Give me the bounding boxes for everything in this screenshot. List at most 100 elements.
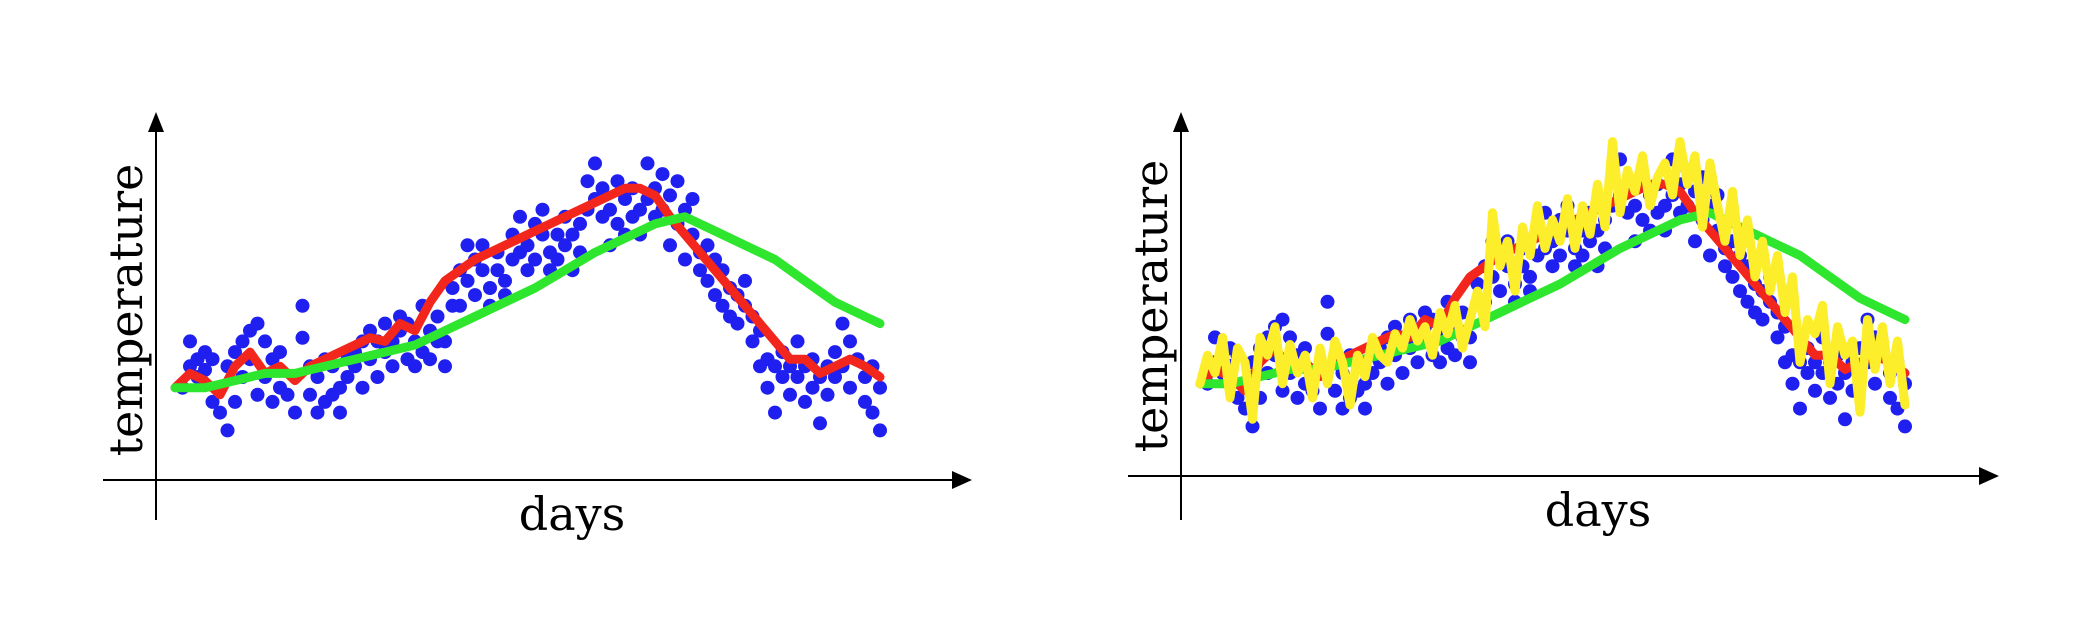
data-point	[228, 394, 242, 409]
data-point	[1733, 284, 1747, 299]
data-point	[700, 238, 715, 253]
data-point	[805, 380, 820, 395]
data-point	[303, 387, 317, 402]
data-point	[693, 263, 707, 278]
data-point	[550, 252, 565, 267]
data-point	[655, 167, 670, 182]
series-lines	[170, 183, 885, 400]
data-point	[1725, 269, 1740, 284]
data-point	[1883, 390, 1897, 405]
data-point	[685, 192, 700, 206]
data-point	[475, 263, 490, 278]
data-point	[1770, 330, 1785, 345]
x-axis-arrow	[952, 471, 972, 489]
chart-left: days temperature	[99, 112, 972, 541]
data-point	[1275, 383, 1290, 398]
data-point	[310, 405, 325, 420]
data-point	[370, 370, 385, 384]
data-point	[333, 380, 347, 395]
data-point	[640, 156, 655, 171]
data-point	[250, 387, 265, 402]
data-point	[828, 370, 842, 384]
data-point	[1545, 259, 1560, 274]
data-point	[708, 288, 722, 303]
data-point	[835, 316, 850, 331]
data-point	[775, 370, 790, 384]
data-point	[1635, 212, 1650, 227]
data-point	[798, 394, 812, 409]
data-point	[340, 370, 355, 384]
data-point	[513, 209, 527, 224]
data-point	[715, 298, 730, 313]
data-point	[1838, 412, 1852, 427]
data-point	[333, 405, 347, 420]
data-point	[228, 345, 242, 360]
data-point	[768, 405, 782, 420]
data-point	[1395, 366, 1410, 380]
y-axis-label: temperature	[99, 164, 153, 457]
data-point	[1380, 376, 1395, 391]
data-point	[1868, 376, 1882, 391]
data-point	[738, 273, 752, 288]
data-point	[873, 423, 887, 438]
data-point	[1793, 401, 1807, 416]
data-point	[603, 202, 617, 217]
data-point	[730, 316, 745, 331]
data-point	[618, 192, 632, 206]
scatter-points	[175, 156, 887, 438]
data-point	[1320, 294, 1335, 309]
data-point	[1740, 294, 1755, 309]
data-point	[610, 174, 625, 189]
x-axis-label: days	[1545, 483, 1651, 537]
data-point	[235, 334, 250, 349]
data-point	[490, 263, 505, 278]
series-line-yellow	[1195, 137, 1910, 424]
data-point	[1358, 376, 1372, 391]
data-point	[1898, 419, 1912, 434]
data-point	[1823, 390, 1837, 405]
data-point	[1320, 326, 1335, 341]
data-point	[1275, 312, 1290, 327]
data-point	[1433, 355, 1447, 370]
data-point	[550, 227, 565, 242]
data-point	[1785, 376, 1800, 391]
data-point	[528, 252, 542, 267]
data-point	[520, 238, 535, 253]
y-axis-arrow	[148, 112, 164, 132]
series-line-red	[170, 183, 885, 400]
data-point	[558, 238, 572, 253]
data-point	[1470, 277, 1485, 291]
data-point	[610, 216, 625, 231]
data-point	[663, 238, 677, 253]
data-point	[430, 309, 445, 324]
data-point	[1493, 284, 1507, 299]
y-axis-label: temperature	[1124, 160, 1178, 453]
data-point	[198, 362, 212, 377]
data-point	[288, 405, 302, 420]
x-axis-arrow	[1979, 467, 1999, 485]
data-point	[678, 252, 692, 267]
x-axis-label: days	[519, 487, 625, 541]
data-point	[483, 281, 497, 295]
data-point	[1800, 366, 1815, 380]
data-point	[295, 298, 310, 313]
data-point	[1290, 390, 1305, 405]
data-point	[1658, 198, 1672, 213]
data-point	[258, 334, 272, 349]
data-point	[1755, 312, 1770, 327]
data-point	[445, 281, 460, 295]
data-point	[1463, 355, 1477, 370]
data-point	[633, 202, 647, 217]
data-point	[768, 359, 782, 374]
data-point	[700, 273, 715, 288]
data-point	[783, 387, 797, 402]
data-point	[1688, 234, 1702, 249]
data-point	[670, 174, 685, 189]
data-point	[1313, 401, 1327, 416]
data-point	[423, 352, 437, 367]
data-point	[588, 156, 602, 171]
data-point	[378, 316, 392, 331]
chart-right: days temperature	[1124, 112, 1999, 537]
data-point	[535, 202, 550, 217]
